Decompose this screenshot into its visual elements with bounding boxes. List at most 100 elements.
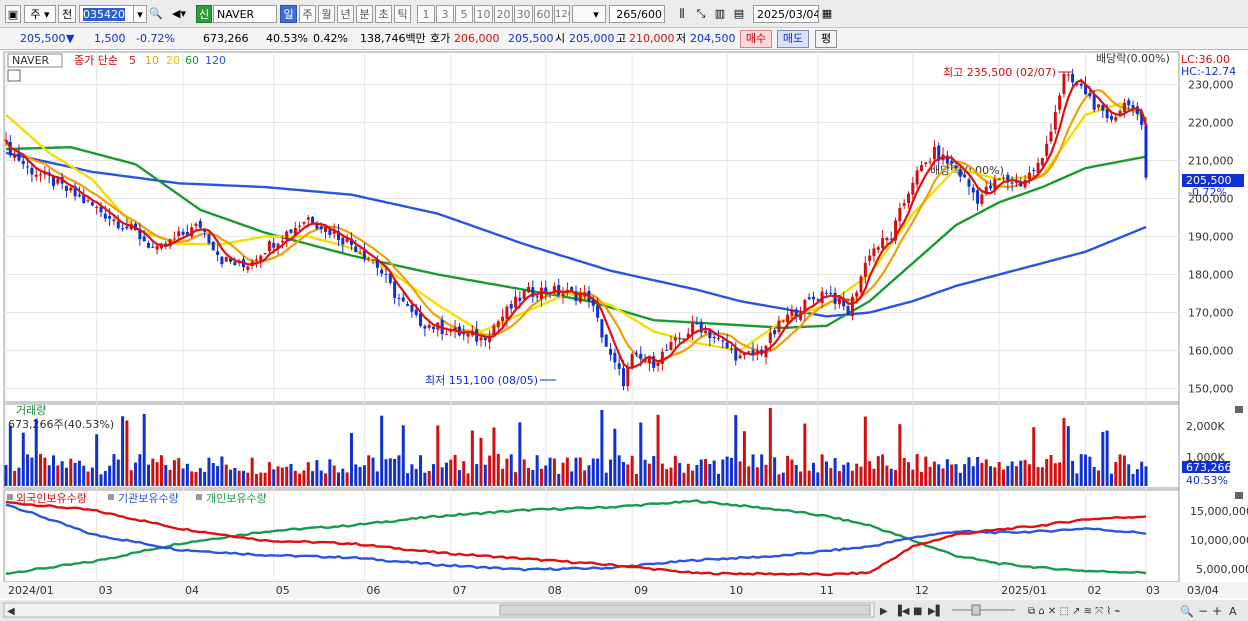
- volume-tick-1000k: 1,000K: [1186, 451, 1225, 464]
- zoom-slider-handle[interactable]: [971, 604, 981, 616]
- save-icon[interactable]: ▤: [733, 7, 745, 20]
- window-menu-icon[interactable]: ▣: [5, 5, 21, 23]
- num-button-30[interactable]: 30: [514, 5, 533, 23]
- candle-body: [103, 213, 107, 219]
- blank-select[interactable]: ▾: [572, 5, 606, 23]
- candle-body: [518, 297, 522, 301]
- search-icon[interactable]: 🔍: [149, 7, 163, 20]
- date-field[interactable]: 2025/03/04: [753, 5, 819, 23]
- candle-body: [807, 297, 811, 300]
- candle-body: [164, 243, 168, 246]
- candle-body: [963, 174, 967, 178]
- period-minute[interactable]: 분: [356, 5, 373, 23]
- zoom-search-icon[interactable]: 🔍: [1180, 604, 1194, 618]
- candle: [609, 342, 613, 361]
- candle-body: [52, 175, 55, 187]
- layout-icon[interactable]: ⧉ ⌂ ✕ ⬚ ↗ ≋ ⤧ ⌇ ⌁: [1028, 606, 1120, 617]
- candle-body: [734, 347, 738, 361]
- volume-bar: [1019, 460, 1023, 486]
- period-second[interactable]: 초: [375, 5, 392, 23]
- candle-body: [885, 237, 889, 241]
- candle-body: [73, 186, 77, 197]
- volume-bar: [846, 462, 850, 486]
- code-dropdown-icon[interactable]: ▾: [133, 5, 147, 23]
- speaker-icon[interactable]: ◀▾: [172, 7, 186, 20]
- candle-body: [142, 236, 146, 242]
- scroll-right-icon[interactable]: ▶: [880, 606, 888, 617]
- num-button-20[interactable]: 20: [494, 5, 513, 23]
- volume-bar: [634, 473, 638, 486]
- volume-bar: [855, 463, 859, 486]
- candle-body: [380, 269, 384, 274]
- volume-bar: [630, 455, 634, 486]
- volume-bar: [660, 463, 664, 486]
- volume-bar: [393, 458, 397, 486]
- volume-bar: [1114, 462, 1118, 486]
- candle-body: [682, 338, 686, 340]
- volume-bar: [622, 462, 625, 486]
- volume-bar: [997, 461, 1001, 486]
- code-input[interactable]: 035420: [79, 5, 147, 23]
- stock-chart[interactable]: NAVER 종가 단순 5 10 20 60 120 배당락(0.00%) 배당…: [0, 50, 1248, 621]
- num-button-1[interactable]: 1: [417, 5, 435, 23]
- volume-bar: [203, 471, 207, 486]
- candle-body: [99, 206, 103, 213]
- period-month[interactable]: 월: [318, 5, 335, 23]
- volume-bar: [349, 433, 353, 486]
- first-page-icon[interactable]: ▐◀: [894, 604, 910, 617]
- candle: [371, 259, 375, 265]
- holding-close-icon[interactable]: [1235, 492, 1243, 499]
- volume-bar: [1131, 473, 1135, 486]
- candle-body: [190, 227, 194, 237]
- table-icon[interactable]: [7, 69, 21, 82]
- legend-ma20: 20: [166, 54, 180, 67]
- prev-button[interactable]: 전: [58, 5, 76, 23]
- num-button-5[interactable]: 5: [455, 5, 473, 23]
- candle-icon[interactable]: ⫼: [679, 7, 685, 20]
- sell-button[interactable]: 매도: [777, 30, 809, 48]
- type-select[interactable]: 주 ▾: [24, 5, 56, 23]
- zoom-in-icon[interactable]: +: [1212, 604, 1222, 618]
- period-week[interactable]: 주: [299, 5, 316, 23]
- eval-button[interactable]: 평: [815, 30, 837, 48]
- num-button-120[interactable]: 120: [554, 5, 570, 23]
- draw-icon[interactable]: ⤡: [696, 7, 706, 20]
- stop-icon[interactable]: ■: [913, 606, 922, 617]
- candle: [216, 244, 220, 262]
- volume-close-icon[interactable]: [1235, 406, 1243, 413]
- num-button-10[interactable]: 10: [474, 5, 493, 23]
- candle-body: [1097, 104, 1100, 108]
- font-size-icon[interactable]: A: [1229, 605, 1237, 618]
- num-button-60[interactable]: 60: [534, 5, 553, 23]
- period-day[interactable]: 일: [280, 5, 297, 23]
- stock-name-field[interactable]: NAVER: [213, 5, 277, 23]
- candle-body: [803, 300, 807, 313]
- buy-button[interactable]: 매수: [740, 30, 772, 48]
- candle-body: [30, 167, 34, 175]
- candle: [354, 239, 358, 253]
- volume-bar: [807, 470, 811, 486]
- chart-icon[interactable]: ▥: [714, 7, 726, 20]
- volume-bar: [293, 470, 297, 486]
- candle-body: [1114, 117, 1118, 121]
- volume-bar: [147, 464, 150, 486]
- candle: [699, 318, 703, 338]
- volume-bar: [401, 425, 405, 486]
- candle: [539, 280, 543, 307]
- calendar-icon[interactable]: ▦: [821, 7, 833, 20]
- candle-body: [203, 229, 207, 232]
- volume-bar: [881, 454, 885, 486]
- last-page-icon[interactable]: ▶▌: [928, 604, 943, 617]
- period-tick[interactable]: 틱: [394, 5, 411, 23]
- scroll-left-icon[interactable]: ◀: [7, 606, 15, 617]
- candle: [1032, 167, 1036, 177]
- candle: [812, 291, 815, 307]
- candle-body: [570, 287, 574, 291]
- period-year[interactable]: 년: [337, 5, 354, 23]
- scrollbar-thumb[interactable]: [499, 604, 871, 616]
- volume-bar: [73, 462, 77, 486]
- volume-bar: [492, 427, 496, 486]
- zoom-out-icon[interactable]: −: [1198, 604, 1208, 618]
- num-button-3[interactable]: 3: [436, 5, 454, 23]
- count-field[interactable]: 265/600: [609, 5, 665, 23]
